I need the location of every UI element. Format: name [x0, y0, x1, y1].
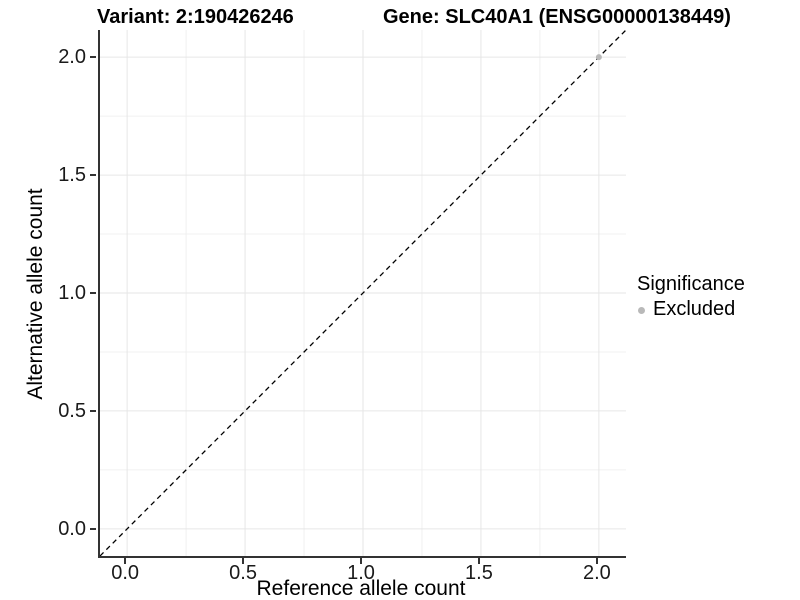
y-tick-label: 0.0 — [58, 517, 86, 540]
legend-entry-excluded: Excluded — [637, 298, 745, 321]
legend-entry-label: Excluded — [653, 298, 736, 320]
y-tick-label: 0.5 — [58, 399, 86, 422]
excluded-marker-icon — [638, 306, 645, 314]
x-tick-mark — [477, 558, 480, 564]
x-tick-label: 0.0 — [111, 562, 140, 584]
y-tick-label: 2.0 — [58, 46, 86, 69]
x-tick-label: 0.5 — [229, 562, 257, 584]
data-point — [595, 54, 602, 61]
plot-title-gene: Gene: SLC40A1 (ENSG00000138449) — [383, 6, 731, 28]
plot-canvas — [100, 30, 626, 556]
x-axis-title: Reference allele count — [256, 577, 466, 600]
legend-key — [637, 301, 653, 319]
y-tick-label: 1.0 — [58, 282, 86, 304]
legend: Significance Excluded — [637, 273, 745, 321]
x-tick-label: 2.0 — [582, 562, 611, 584]
y-tick-mark — [90, 292, 96, 294]
y-tick-label: 1.5 — [58, 164, 86, 187]
plot-panel — [98, 30, 626, 558]
plot-title-variant: Variant: 2:190426246 — [97, 6, 294, 28]
x-tick-label: 1.5 — [465, 562, 493, 584]
x-tick-mark — [360, 558, 362, 564]
identity-line — [100, 30, 626, 556]
x-tick-mark — [595, 558, 598, 564]
y-tick-mark — [90, 527, 96, 530]
y-tick-mark — [90, 56, 96, 59]
y-axis-title: Alternative allele count — [24, 188, 47, 400]
x-tick-label: 1.0 — [347, 562, 375, 584]
y-tick-mark — [90, 174, 96, 177]
legend-title: Significance — [637, 273, 745, 295]
x-tick-mark — [242, 558, 245, 564]
y-tick-mark — [90, 409, 96, 412]
x-tick-mark — [124, 558, 127, 564]
